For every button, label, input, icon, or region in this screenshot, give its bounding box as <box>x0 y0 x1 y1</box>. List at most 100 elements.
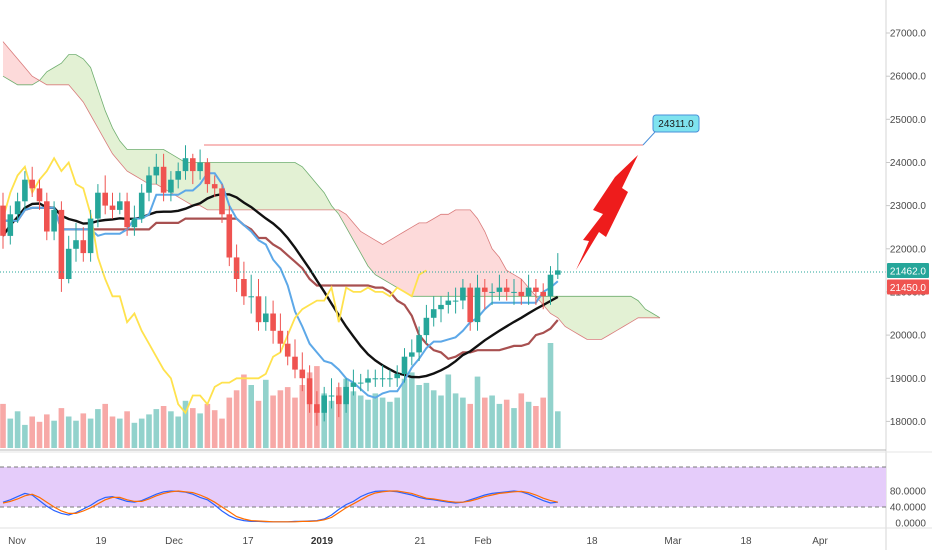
candle-body[interactable] <box>306 378 313 405</box>
candle-body[interactable] <box>328 395 335 397</box>
candle-body[interactable] <box>29 179 35 189</box>
candle-body[interactable] <box>445 300 452 305</box>
candle-body[interactable] <box>80 240 87 254</box>
candle-body[interactable] <box>533 287 539 292</box>
candle-body[interactable] <box>365 378 371 383</box>
candle-body[interactable] <box>503 287 510 292</box>
candle-body[interactable] <box>336 395 342 405</box>
candle-body[interactable] <box>496 287 503 292</box>
volume-bar <box>409 372 415 448</box>
candle-body[interactable] <box>138 192 145 219</box>
volume-bar <box>416 385 422 448</box>
candle-body[interactable] <box>117 201 123 210</box>
candle-body[interactable] <box>226 214 233 258</box>
candle-body[interactable] <box>131 218 138 228</box>
candle-body[interactable] <box>0 205 6 236</box>
candle-body[interactable] <box>350 382 357 387</box>
candle-body[interactable] <box>343 386 349 405</box>
candle-body[interactable] <box>36 188 43 202</box>
price-tick-label: 20000.0 <box>890 331 927 342</box>
candle-body[interactable] <box>160 166 167 193</box>
candle-body[interactable] <box>87 218 94 254</box>
candle-body[interactable] <box>416 335 422 353</box>
candle-body[interactable] <box>489 291 495 293</box>
candle-body[interactable] <box>219 188 225 215</box>
candle-body[interactable] <box>95 192 101 219</box>
candle-body[interactable] <box>65 248 72 279</box>
candle-body[interactable] <box>153 166 160 176</box>
candle-body[interactable] <box>423 317 430 336</box>
volume-bar <box>124 411 130 449</box>
volume-bar <box>547 343 554 448</box>
candle-body[interactable] <box>547 274 554 297</box>
indicator-lines <box>2 156 559 415</box>
price-target-annotation[interactable]: 24311.0 <box>204 114 700 270</box>
candle-body[interactable] <box>482 287 488 292</box>
candle-body[interactable] <box>146 175 152 193</box>
candle-body[interactable] <box>452 300 459 302</box>
candle-body[interactable] <box>430 309 437 318</box>
candle-body[interactable] <box>7 214 14 236</box>
candle-body[interactable] <box>387 378 393 380</box>
candle-body[interactable] <box>51 209 57 232</box>
candle-body[interactable] <box>314 404 320 413</box>
candle-body[interactable] <box>474 287 481 323</box>
candle-body[interactable] <box>14 201 21 215</box>
tenkan-line <box>3 172 559 399</box>
candle-body[interactable] <box>555 270 561 275</box>
pane-divider[interactable] <box>0 449 932 453</box>
candle-body[interactable] <box>73 240 79 249</box>
candle-body[interactable] <box>372 378 379 380</box>
candle-body[interactable] <box>460 287 466 301</box>
stochastic-tick-label: 0.0000 <box>895 519 926 530</box>
candle-body[interactable] <box>241 279 247 297</box>
volume-bar <box>146 414 152 448</box>
candle-body[interactable] <box>270 313 276 331</box>
candle-body[interactable] <box>292 356 298 370</box>
volume-bar <box>204 403 211 448</box>
candle-body[interactable] <box>438 304 444 310</box>
stochastic-d-line <box>2 490 558 523</box>
candle-body[interactable] <box>511 291 517 293</box>
volume-bar <box>438 395 444 448</box>
candle-body[interactable] <box>321 395 327 413</box>
candle-body[interactable] <box>168 179 174 193</box>
candle-body[interactable] <box>190 158 196 172</box>
volume-bar <box>511 408 517 448</box>
target-callout-box[interactable] <box>652 114 700 133</box>
candle-body[interactable] <box>263 313 269 323</box>
candle-body[interactable] <box>540 291 546 297</box>
candle-body[interactable] <box>197 162 203 172</box>
candle-body[interactable] <box>284 343 291 357</box>
candle-body[interactable] <box>525 287 532 297</box>
candle-body[interactable] <box>124 201 130 228</box>
candle-body[interactable] <box>379 378 386 380</box>
candle-body[interactable] <box>211 184 218 189</box>
candle-body[interactable] <box>467 287 473 323</box>
candle-body[interactable] <box>109 205 116 210</box>
candle-body[interactable] <box>44 201 50 232</box>
candle-body[interactable] <box>299 369 306 379</box>
candle-body[interactable] <box>182 158 189 172</box>
candle-body[interactable] <box>58 209 65 279</box>
candle-body[interactable] <box>204 162 211 185</box>
candle-body[interactable] <box>518 291 525 297</box>
candle-body[interactable] <box>401 356 408 374</box>
candle-body[interactable] <box>175 171 181 180</box>
candle-body[interactable] <box>248 296 254 298</box>
volume-bar <box>343 378 349 448</box>
candle-body[interactable] <box>22 179 28 202</box>
candle-body[interactable] <box>277 330 284 344</box>
candlesticks[interactable] <box>0 145 886 426</box>
volume-bar <box>58 408 65 448</box>
candle-body[interactable] <box>357 382 364 384</box>
price-tick-label: 27000.0 <box>890 29 927 40</box>
candle-body[interactable] <box>233 257 240 279</box>
cloud-span-a-line <box>2 54 661 319</box>
candle-body[interactable] <box>394 373 400 379</box>
candle-body[interactable] <box>102 192 108 206</box>
volume-bar <box>153 409 160 448</box>
candle-body[interactable] <box>409 352 415 357</box>
candle-body[interactable] <box>255 296 262 323</box>
